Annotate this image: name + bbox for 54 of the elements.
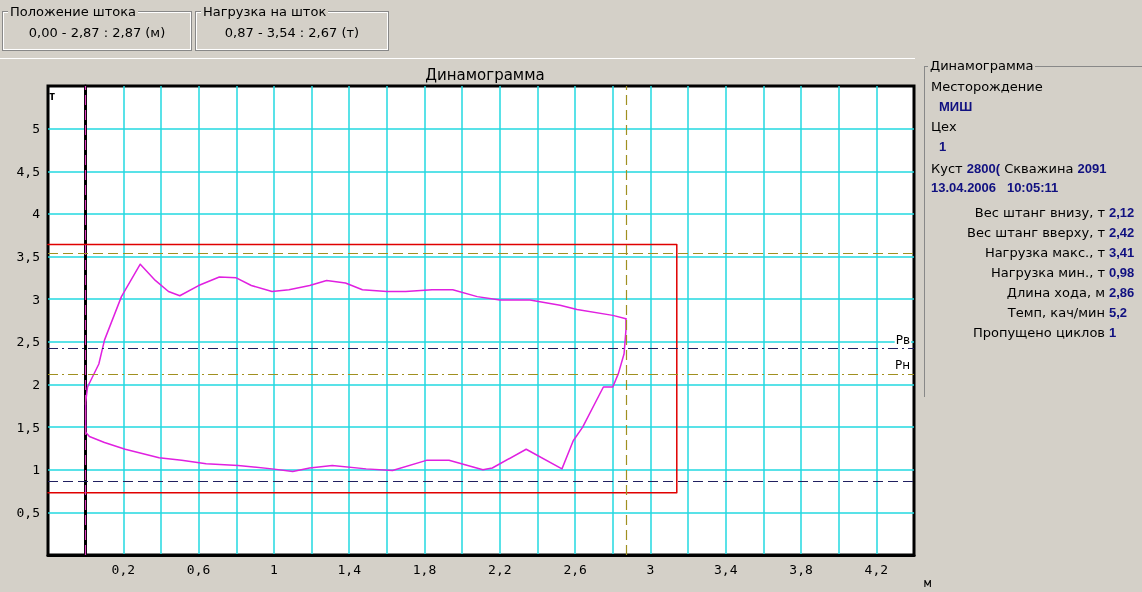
text: 1 [1109,325,1118,340]
text: Положение штока [8,4,139,19]
y-tick-label: 1 [32,462,40,478]
text: Пропущено циклов [972,325,1105,340]
y-tick-label: 2,5 [16,334,40,350]
text: 3,41 [1109,245,1136,260]
y-tick-label: 1,5 [16,419,40,435]
text: 0,87 - 3,54 : 2,67 (т) [223,25,361,40]
x-tick-label: 1 [270,562,278,577]
text: Цех [931,119,957,134]
text: 1 [939,139,947,154]
x-tick-label: 1,8 [412,562,437,577]
ref-line-label: Рн [894,358,910,373]
x-tick-label: 0,2 [111,562,136,577]
x-tick-label: 0,6 [186,562,211,577]
chart-title: Динамограмма [425,65,545,84]
x-tick-label: 3,4 [714,562,738,577]
text: 5,2 [1109,305,1129,320]
text: Куст [931,161,963,176]
y-tick-label: 4 [32,206,41,222]
x-tick-label: 3 [646,562,655,577]
text: Вес штанг вверху, т [967,225,1105,240]
text: 2091 [1077,161,1107,176]
text: Длина хода, м [1006,285,1105,300]
y-tick-label: 5 [32,121,40,137]
y-tick-label: 2 [32,376,40,392]
text: 2,12 [1109,205,1136,220]
text: Нагрузка мин., т [990,265,1105,280]
y-axis-title: т [48,89,56,103]
text: Вес штанг внизу, т [974,205,1105,220]
text: 13.04.2006 10:05:11 [931,180,1059,195]
y-tick-label: 4,5 [16,163,40,179]
text: 0,00 - 2,87 : 2,87 (м) [27,25,167,40]
text: 0,98 [1109,265,1136,280]
x-tick-label: 3,8 [789,562,813,577]
text: Динамограмма [928,58,1036,73]
ref-line-label: Рв [895,332,910,347]
text: Скважина [1004,161,1074,176]
text: Нагрузка на шток [201,4,329,19]
y-tick-label: 3 [32,291,40,307]
text: 2,42 [1109,225,1136,240]
x-tick-label: 4,2 [864,562,889,577]
x-tick-label: 2,6 [563,562,587,577]
x-tick-label: 1,4 [337,562,362,577]
text: Нагрузка макс., т [984,245,1105,260]
y-tick-label: 0,5 [16,504,40,520]
y-tick-label: 3,5 [16,249,40,265]
text: 2800( [966,161,1001,176]
text: Месторождение [931,79,1043,94]
x-tick-label: 2,2 [488,562,512,577]
x-axis-title: м [924,576,932,590]
text: МИШ [939,99,973,114]
text: Темп, кач/мин [1007,305,1105,320]
text: 2,86 [1109,285,1136,300]
